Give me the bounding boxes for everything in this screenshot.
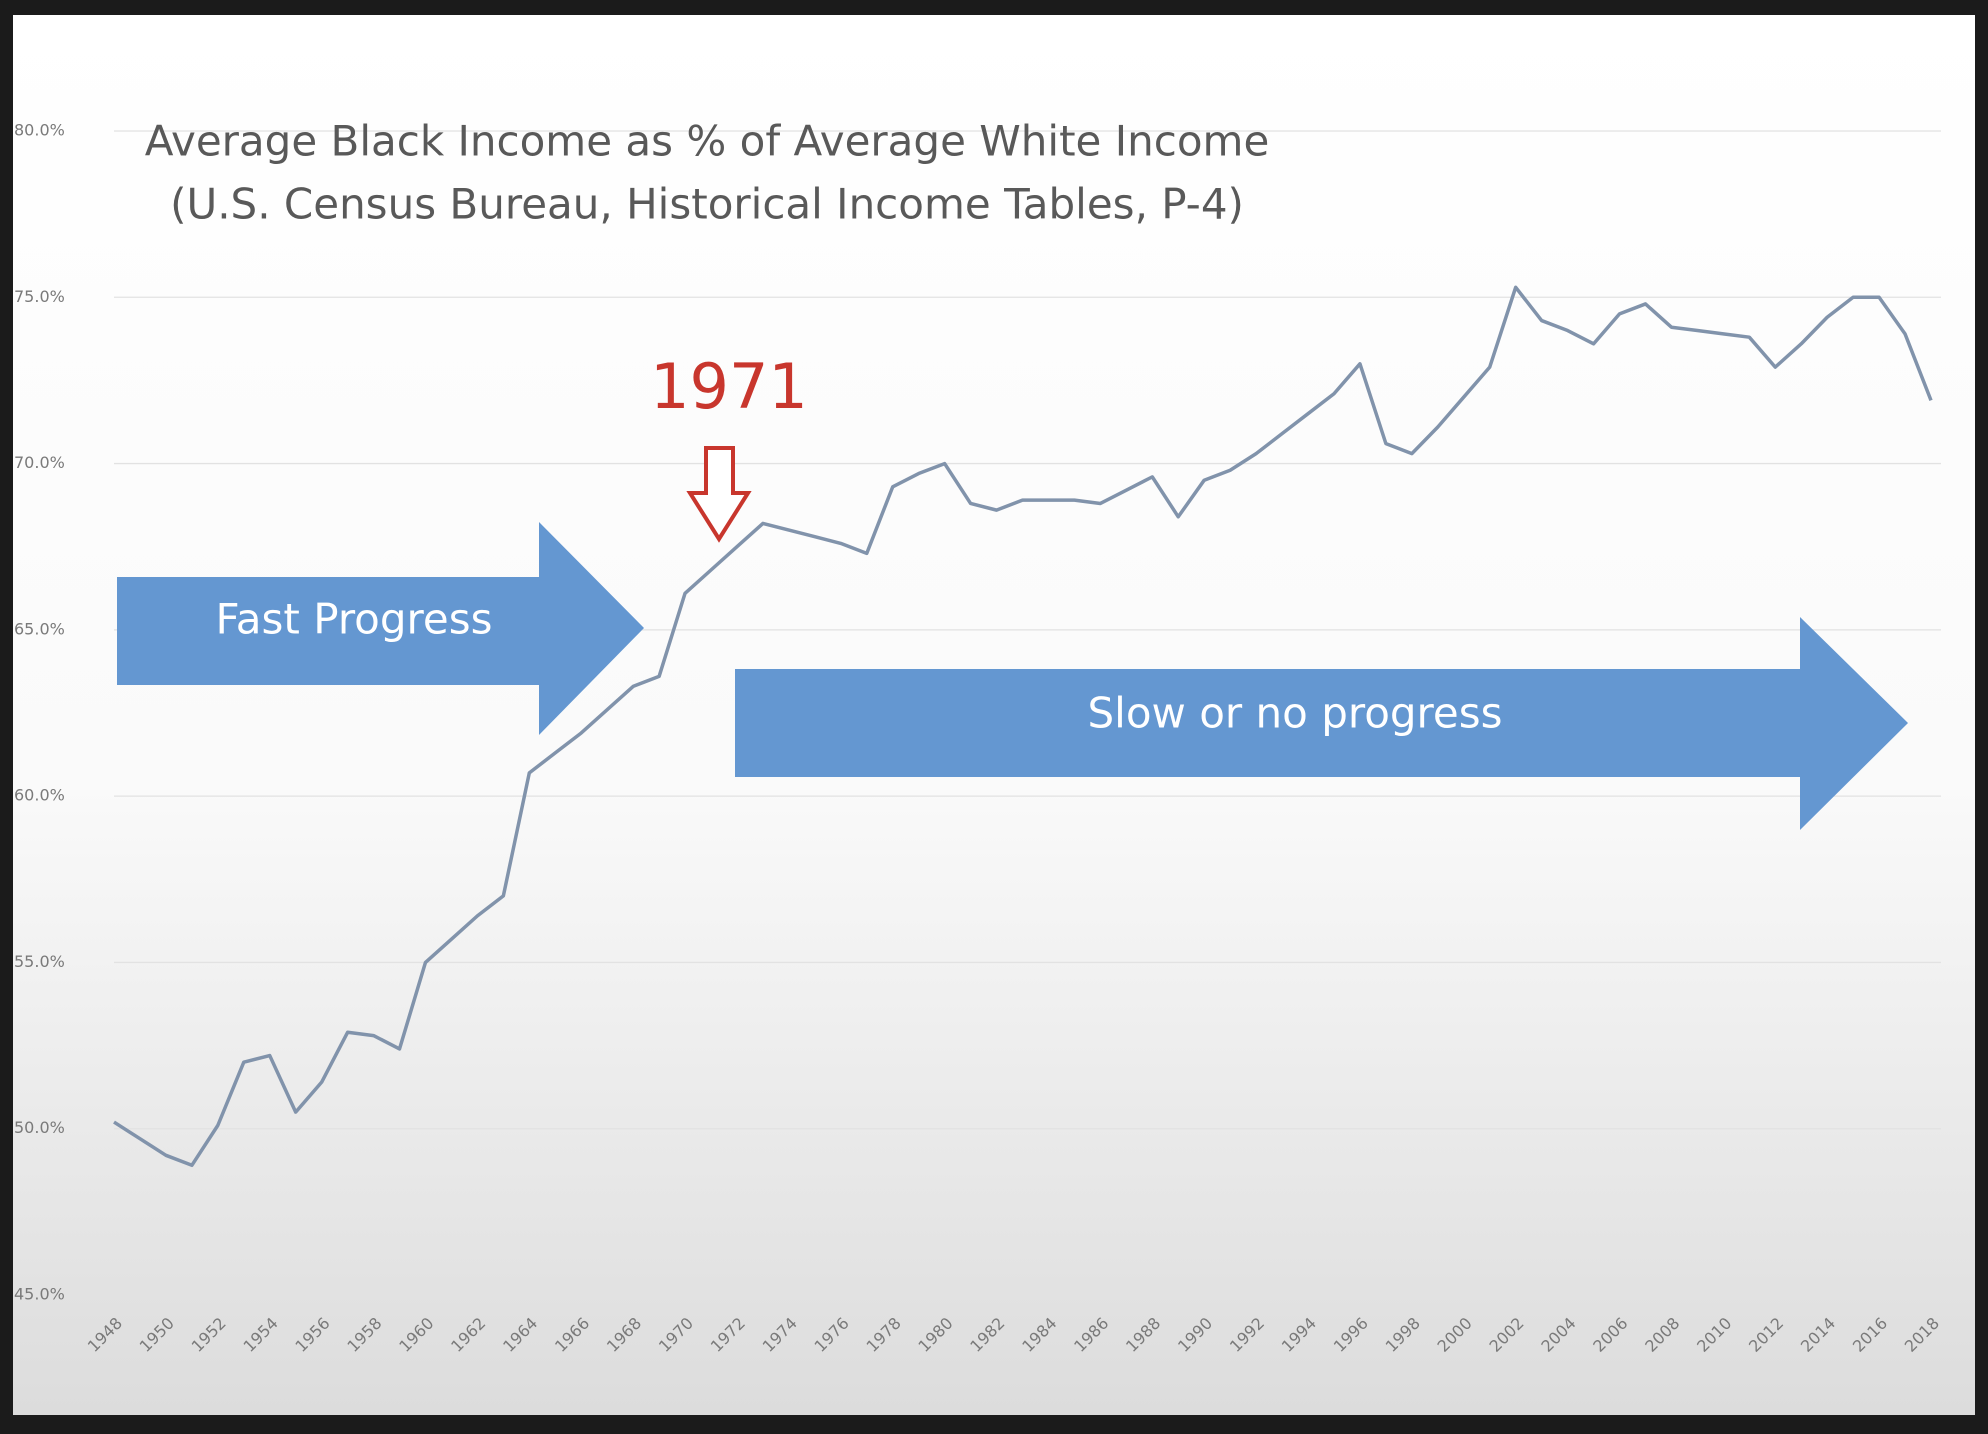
annotation-fast: Fast Progress	[216, 595, 493, 644]
y-tick-label: 65.0%	[14, 619, 65, 638]
grid-layer	[114, 130, 1941, 1296]
year-marker-arrow	[686, 446, 752, 543]
y-tick-label: 70.0%	[14, 453, 65, 472]
y-tick-label: 50.0%	[14, 1118, 65, 1137]
fast-progress-arrow	[117, 522, 644, 735]
y-tick-label: 75.0%	[14, 287, 65, 306]
y-tick-label: 55.0%	[14, 952, 65, 971]
data-line	[113, 285, 1933, 1168]
annotation-slow: Slow or no progress	[1087, 689, 1502, 738]
chart-subtitle: (U.S. Census Bureau, Historical Income T…	[170, 180, 1244, 229]
y-tick-label: 60.0%	[14, 786, 65, 805]
y-tick-label: 80.0%	[14, 121, 65, 140]
y-tick-label: 45.0%	[14, 1285, 65, 1304]
chart-title: Average Black Income as % of Average Whi…	[145, 117, 1270, 166]
slow-progress-arrow	[735, 617, 1908, 830]
annotation-year: 1971	[650, 350, 808, 423]
